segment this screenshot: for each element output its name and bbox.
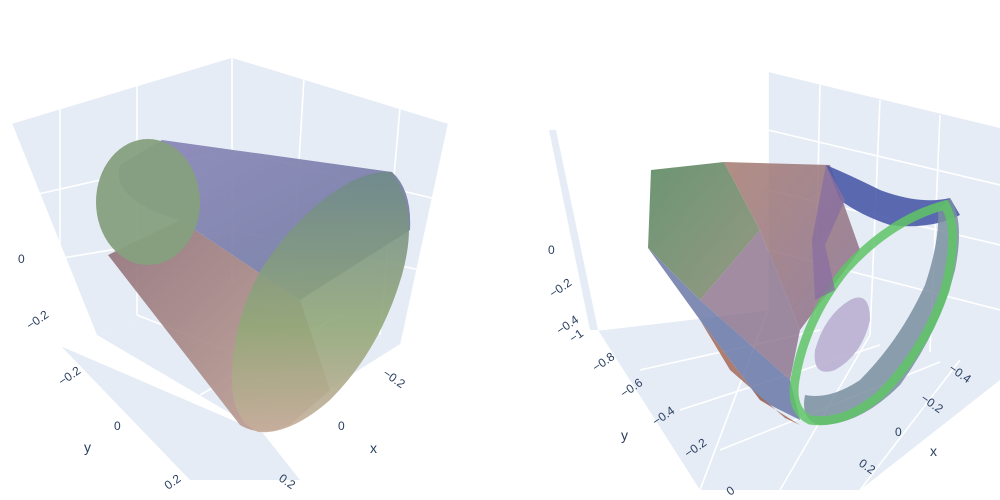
surface-red-lower [700, 230, 800, 380]
cone-large-cap [232, 171, 410, 433]
s2-x-tick: 0 [895, 425, 902, 439]
s1-y-tick: −0.2 [56, 363, 84, 388]
s1-z-tick: −0.2 [24, 307, 52, 332]
surface-inner-hole [814, 297, 870, 372]
s1-y-title: y [84, 439, 91, 455]
surface-blue-lower [648, 248, 800, 420]
surface-green-ring [789, 199, 957, 426]
scene-1-floor-front [60, 345, 300, 480]
scene-2-surface [648, 162, 960, 426]
s1-x-tick: 0 [338, 419, 345, 433]
scene-1[interactable]: −0.2 0 −0.2 0 0.2 y −0.2 0 0.2 x [11, 56, 449, 492]
surface-green-face [648, 162, 760, 300]
s1-y-tick: 0 [114, 419, 121, 433]
s1-x-title: x [370, 440, 377, 456]
s2-x-title: x [930, 443, 937, 459]
scene-2-left-wall [549, 130, 598, 330]
scene-2[interactable]: 0 −0.2 −0.4 −1 −0.8 −0.6 −0.4 −0.2 0 y −… [547, 72, 1000, 498]
surface-right-band [804, 198, 959, 425]
s2-z-tick: −0.2 [547, 275, 575, 300]
scene-1-cone [96, 139, 411, 433]
s1-z-tick: 0 [18, 252, 25, 266]
s1-y-tick: 0.2 [162, 471, 184, 492]
s1-x-tick: −0.2 [380, 366, 408, 391]
cone-small-cap [96, 139, 200, 265]
s2-y-title: y [621, 427, 628, 443]
s2-z-tick: 0 [548, 243, 555, 257]
surface-twist [812, 165, 845, 300]
